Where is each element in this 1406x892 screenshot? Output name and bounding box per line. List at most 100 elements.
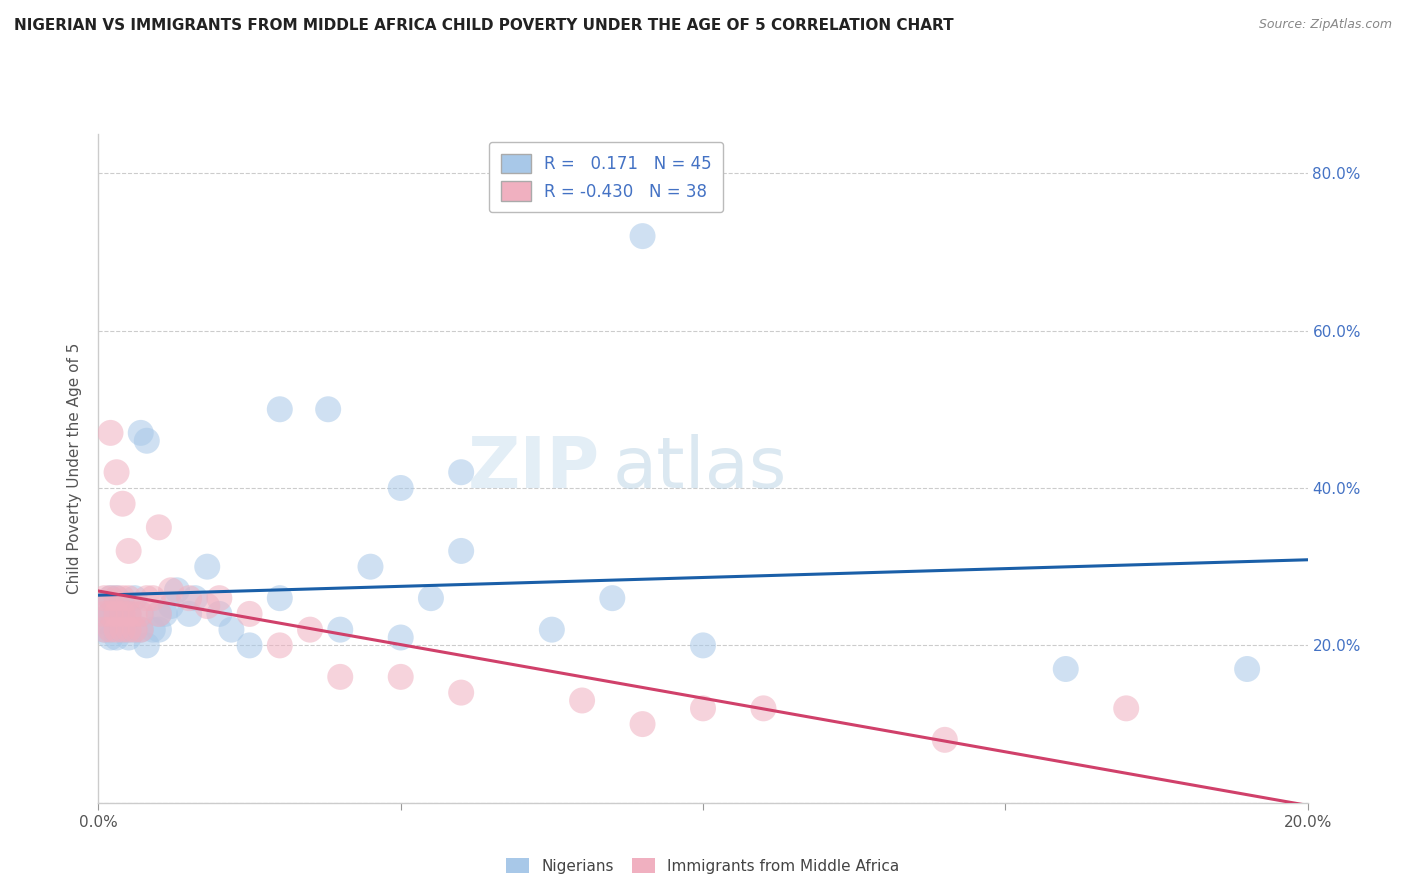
Point xyxy=(299,623,322,637)
Point xyxy=(129,607,152,621)
Text: ZIP: ZIP xyxy=(468,434,600,503)
Point xyxy=(166,583,188,598)
Point xyxy=(135,639,157,653)
Point xyxy=(111,497,134,511)
Point xyxy=(148,623,170,637)
Point xyxy=(142,623,165,637)
Point xyxy=(105,465,128,479)
Point xyxy=(329,623,352,637)
Legend: R =   0.171   N = 45, R = -0.430   N = 38: R = 0.171 N = 45, R = -0.430 N = 38 xyxy=(489,142,724,212)
Point xyxy=(934,732,956,747)
Point xyxy=(118,544,141,558)
Point xyxy=(135,591,157,606)
Point xyxy=(148,607,170,621)
Point xyxy=(111,599,134,613)
Point xyxy=(124,623,146,637)
Point xyxy=(93,623,115,637)
Point xyxy=(111,615,134,629)
Point xyxy=(692,639,714,653)
Point xyxy=(184,591,207,606)
Point xyxy=(129,623,152,637)
Point xyxy=(142,591,165,606)
Text: NIGERIAN VS IMMIGRANTS FROM MIDDLE AFRICA CHILD POVERTY UNDER THE AGE OF 5 CORRE: NIGERIAN VS IMMIGRANTS FROM MIDDLE AFRIC… xyxy=(14,18,953,33)
Point xyxy=(631,229,654,244)
Point xyxy=(100,607,122,621)
Point xyxy=(160,599,183,613)
Point xyxy=(93,599,115,613)
Point xyxy=(221,623,243,637)
Point xyxy=(100,631,122,645)
Point xyxy=(124,591,146,606)
Point xyxy=(389,631,412,645)
Point xyxy=(93,623,115,637)
Point xyxy=(118,607,141,621)
Point xyxy=(208,591,231,606)
Point xyxy=(100,591,122,606)
Point xyxy=(269,591,291,606)
Point xyxy=(124,607,146,621)
Point xyxy=(100,607,122,621)
Point xyxy=(389,481,412,495)
Point xyxy=(602,591,624,606)
Point xyxy=(329,670,352,684)
Text: atlas: atlas xyxy=(613,434,787,503)
Point xyxy=(105,607,128,621)
Point xyxy=(100,591,122,606)
Point xyxy=(118,631,141,645)
Point xyxy=(129,607,152,621)
Point xyxy=(316,402,339,417)
Point xyxy=(179,591,201,606)
Point xyxy=(105,615,128,629)
Point xyxy=(100,623,122,637)
Point xyxy=(269,402,291,417)
Point xyxy=(111,607,134,621)
Legend: Nigerians, Immigrants from Middle Africa: Nigerians, Immigrants from Middle Africa xyxy=(501,852,905,880)
Point xyxy=(631,717,654,731)
Point xyxy=(420,591,443,606)
Point xyxy=(450,544,472,558)
Point xyxy=(111,623,134,637)
Point xyxy=(93,615,115,629)
Point xyxy=(118,623,141,637)
Point xyxy=(692,701,714,715)
Point xyxy=(752,701,775,715)
Point xyxy=(100,623,122,637)
Point xyxy=(129,425,152,440)
Point xyxy=(100,425,122,440)
Point xyxy=(195,599,218,613)
Point xyxy=(93,591,115,606)
Point xyxy=(135,434,157,448)
Point xyxy=(450,685,472,699)
Point xyxy=(105,607,128,621)
Point xyxy=(1236,662,1258,676)
Point xyxy=(129,623,152,637)
Point xyxy=(360,559,382,574)
Point xyxy=(239,639,262,653)
Point xyxy=(118,607,141,621)
Point xyxy=(1054,662,1077,676)
Point xyxy=(450,465,472,479)
Point xyxy=(148,520,170,534)
Point xyxy=(105,591,128,606)
Point xyxy=(118,623,141,637)
Point xyxy=(1115,701,1137,715)
Point xyxy=(540,623,562,637)
Point xyxy=(239,607,262,621)
Point xyxy=(118,591,141,606)
Point xyxy=(153,607,176,621)
Point xyxy=(571,693,593,707)
Point xyxy=(124,623,146,637)
Point xyxy=(179,607,201,621)
Point xyxy=(160,583,183,598)
Point xyxy=(93,607,115,621)
Y-axis label: Child Poverty Under the Age of 5: Child Poverty Under the Age of 5 xyxy=(67,343,83,594)
Point xyxy=(195,559,218,574)
Point xyxy=(105,631,128,645)
Point xyxy=(105,623,128,637)
Point xyxy=(105,591,128,606)
Point xyxy=(111,623,134,637)
Text: Source: ZipAtlas.com: Source: ZipAtlas.com xyxy=(1258,18,1392,31)
Point xyxy=(389,670,412,684)
Point xyxy=(269,639,291,653)
Point xyxy=(111,591,134,606)
